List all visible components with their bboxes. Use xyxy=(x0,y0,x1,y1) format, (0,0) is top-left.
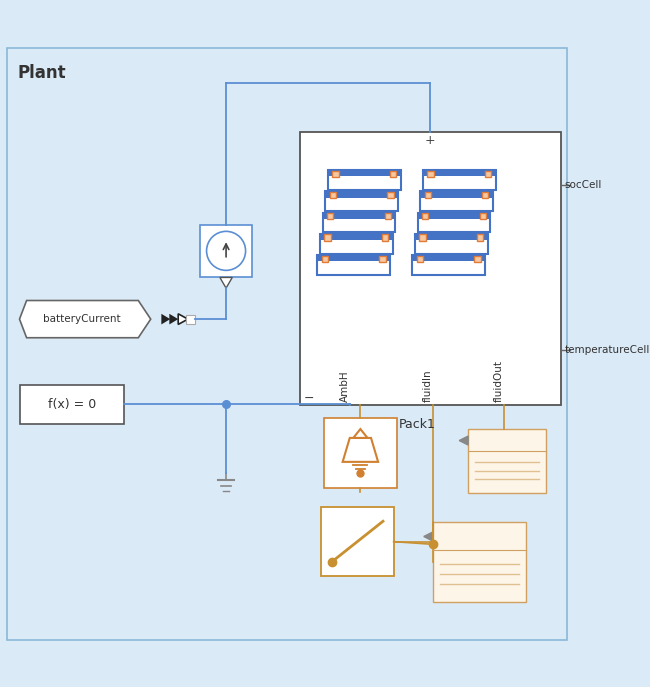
Bar xyxy=(330,192,336,198)
Polygon shape xyxy=(343,438,378,462)
Bar xyxy=(412,256,485,275)
FancyBboxPatch shape xyxy=(300,132,561,405)
FancyBboxPatch shape xyxy=(324,418,397,488)
Bar xyxy=(477,234,483,240)
Bar xyxy=(387,192,394,198)
Text: socCell: socCell xyxy=(565,180,602,190)
Bar xyxy=(424,192,431,198)
Polygon shape xyxy=(424,532,433,541)
Bar xyxy=(317,256,390,275)
Bar xyxy=(328,170,400,190)
Polygon shape xyxy=(460,436,468,445)
Text: −: − xyxy=(304,392,314,405)
Bar xyxy=(412,256,485,262)
Bar xyxy=(480,213,486,219)
Polygon shape xyxy=(170,314,178,324)
Text: f(x) = 0: f(x) = 0 xyxy=(47,398,96,411)
Polygon shape xyxy=(354,429,367,438)
Polygon shape xyxy=(220,278,232,288)
Text: temperatureCell: temperatureCell xyxy=(565,345,650,355)
Bar xyxy=(482,192,489,198)
Bar xyxy=(385,213,391,219)
Bar xyxy=(423,170,495,177)
FancyBboxPatch shape xyxy=(7,48,567,640)
Bar xyxy=(382,234,388,240)
FancyBboxPatch shape xyxy=(468,429,546,493)
Bar xyxy=(417,256,423,262)
Bar xyxy=(417,213,490,219)
FancyBboxPatch shape xyxy=(321,507,394,576)
FancyBboxPatch shape xyxy=(433,522,526,602)
Bar xyxy=(326,192,398,198)
Text: AmbH: AmbH xyxy=(340,370,350,402)
Text: fluidIn: fluidIn xyxy=(422,369,433,402)
Bar xyxy=(419,234,426,240)
Bar xyxy=(320,234,393,254)
Bar xyxy=(415,234,488,254)
Polygon shape xyxy=(178,314,188,324)
Bar xyxy=(421,192,493,211)
Bar xyxy=(421,192,493,198)
Bar xyxy=(186,315,195,324)
Bar xyxy=(474,256,480,262)
Bar xyxy=(324,234,331,240)
Bar xyxy=(320,234,393,240)
Circle shape xyxy=(207,232,246,271)
Bar xyxy=(380,256,385,262)
Polygon shape xyxy=(20,300,151,338)
Bar xyxy=(326,192,398,211)
Bar xyxy=(422,213,428,219)
Bar xyxy=(415,234,488,240)
FancyBboxPatch shape xyxy=(200,225,252,277)
Text: Pack1: Pack1 xyxy=(398,418,436,431)
Bar xyxy=(417,213,490,232)
Bar xyxy=(322,256,328,262)
Bar xyxy=(427,170,434,177)
Bar xyxy=(485,170,491,177)
Bar xyxy=(332,170,339,177)
Polygon shape xyxy=(161,314,170,324)
Bar xyxy=(423,170,495,190)
Bar xyxy=(322,213,395,232)
Text: +: + xyxy=(425,135,436,148)
Bar xyxy=(317,256,390,262)
FancyBboxPatch shape xyxy=(20,385,124,424)
Bar xyxy=(328,170,400,177)
Text: fluidOut: fluidOut xyxy=(493,359,504,402)
Bar xyxy=(327,213,333,219)
Text: batteryCurrent: batteryCurrent xyxy=(43,314,120,324)
Bar xyxy=(322,213,395,219)
Text: Plant: Plant xyxy=(18,64,66,82)
Bar xyxy=(390,170,396,177)
